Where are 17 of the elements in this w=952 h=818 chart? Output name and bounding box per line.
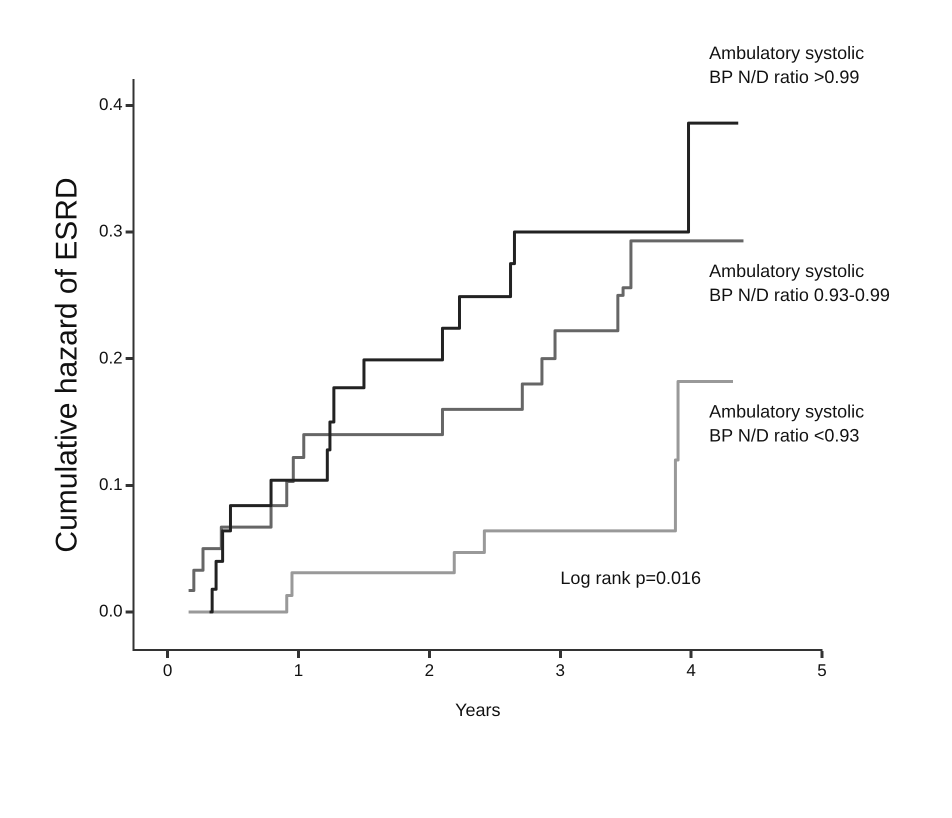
annotation: Log rank p=0.016 (560, 568, 702, 588)
x-tick-label: 0 (162, 660, 172, 680)
x-axis-title: Years (455, 700, 501, 720)
y-tick-label: 0.3 (98, 222, 123, 241)
y-tick-label: 0.0 (98, 602, 123, 621)
x-tick-label: 1 (294, 660, 304, 680)
x-tick-label: 5 (817, 660, 827, 680)
y-axis-title: Cumulative hazard of ESRD (50, 177, 84, 553)
series-label: Ambulatory systolic BP N/D ratio 0.93-0.99 (709, 260, 890, 305)
x-tick-label: 2 (424, 660, 434, 680)
y-tick-label: 0.2 (98, 348, 123, 368)
y-tick-label: 0.4 (98, 95, 123, 114)
text: Ambulatory systolic BP N/D ratio >0.99 (709, 43, 864, 88)
series-label: Ambulatory systolic BP N/D ratio <0.93 (709, 401, 864, 446)
x-tick-label: 4 (686, 660, 696, 680)
x-tick-label: 3 (556, 660, 565, 680)
y-tick-label: 0.1 (98, 475, 123, 494)
